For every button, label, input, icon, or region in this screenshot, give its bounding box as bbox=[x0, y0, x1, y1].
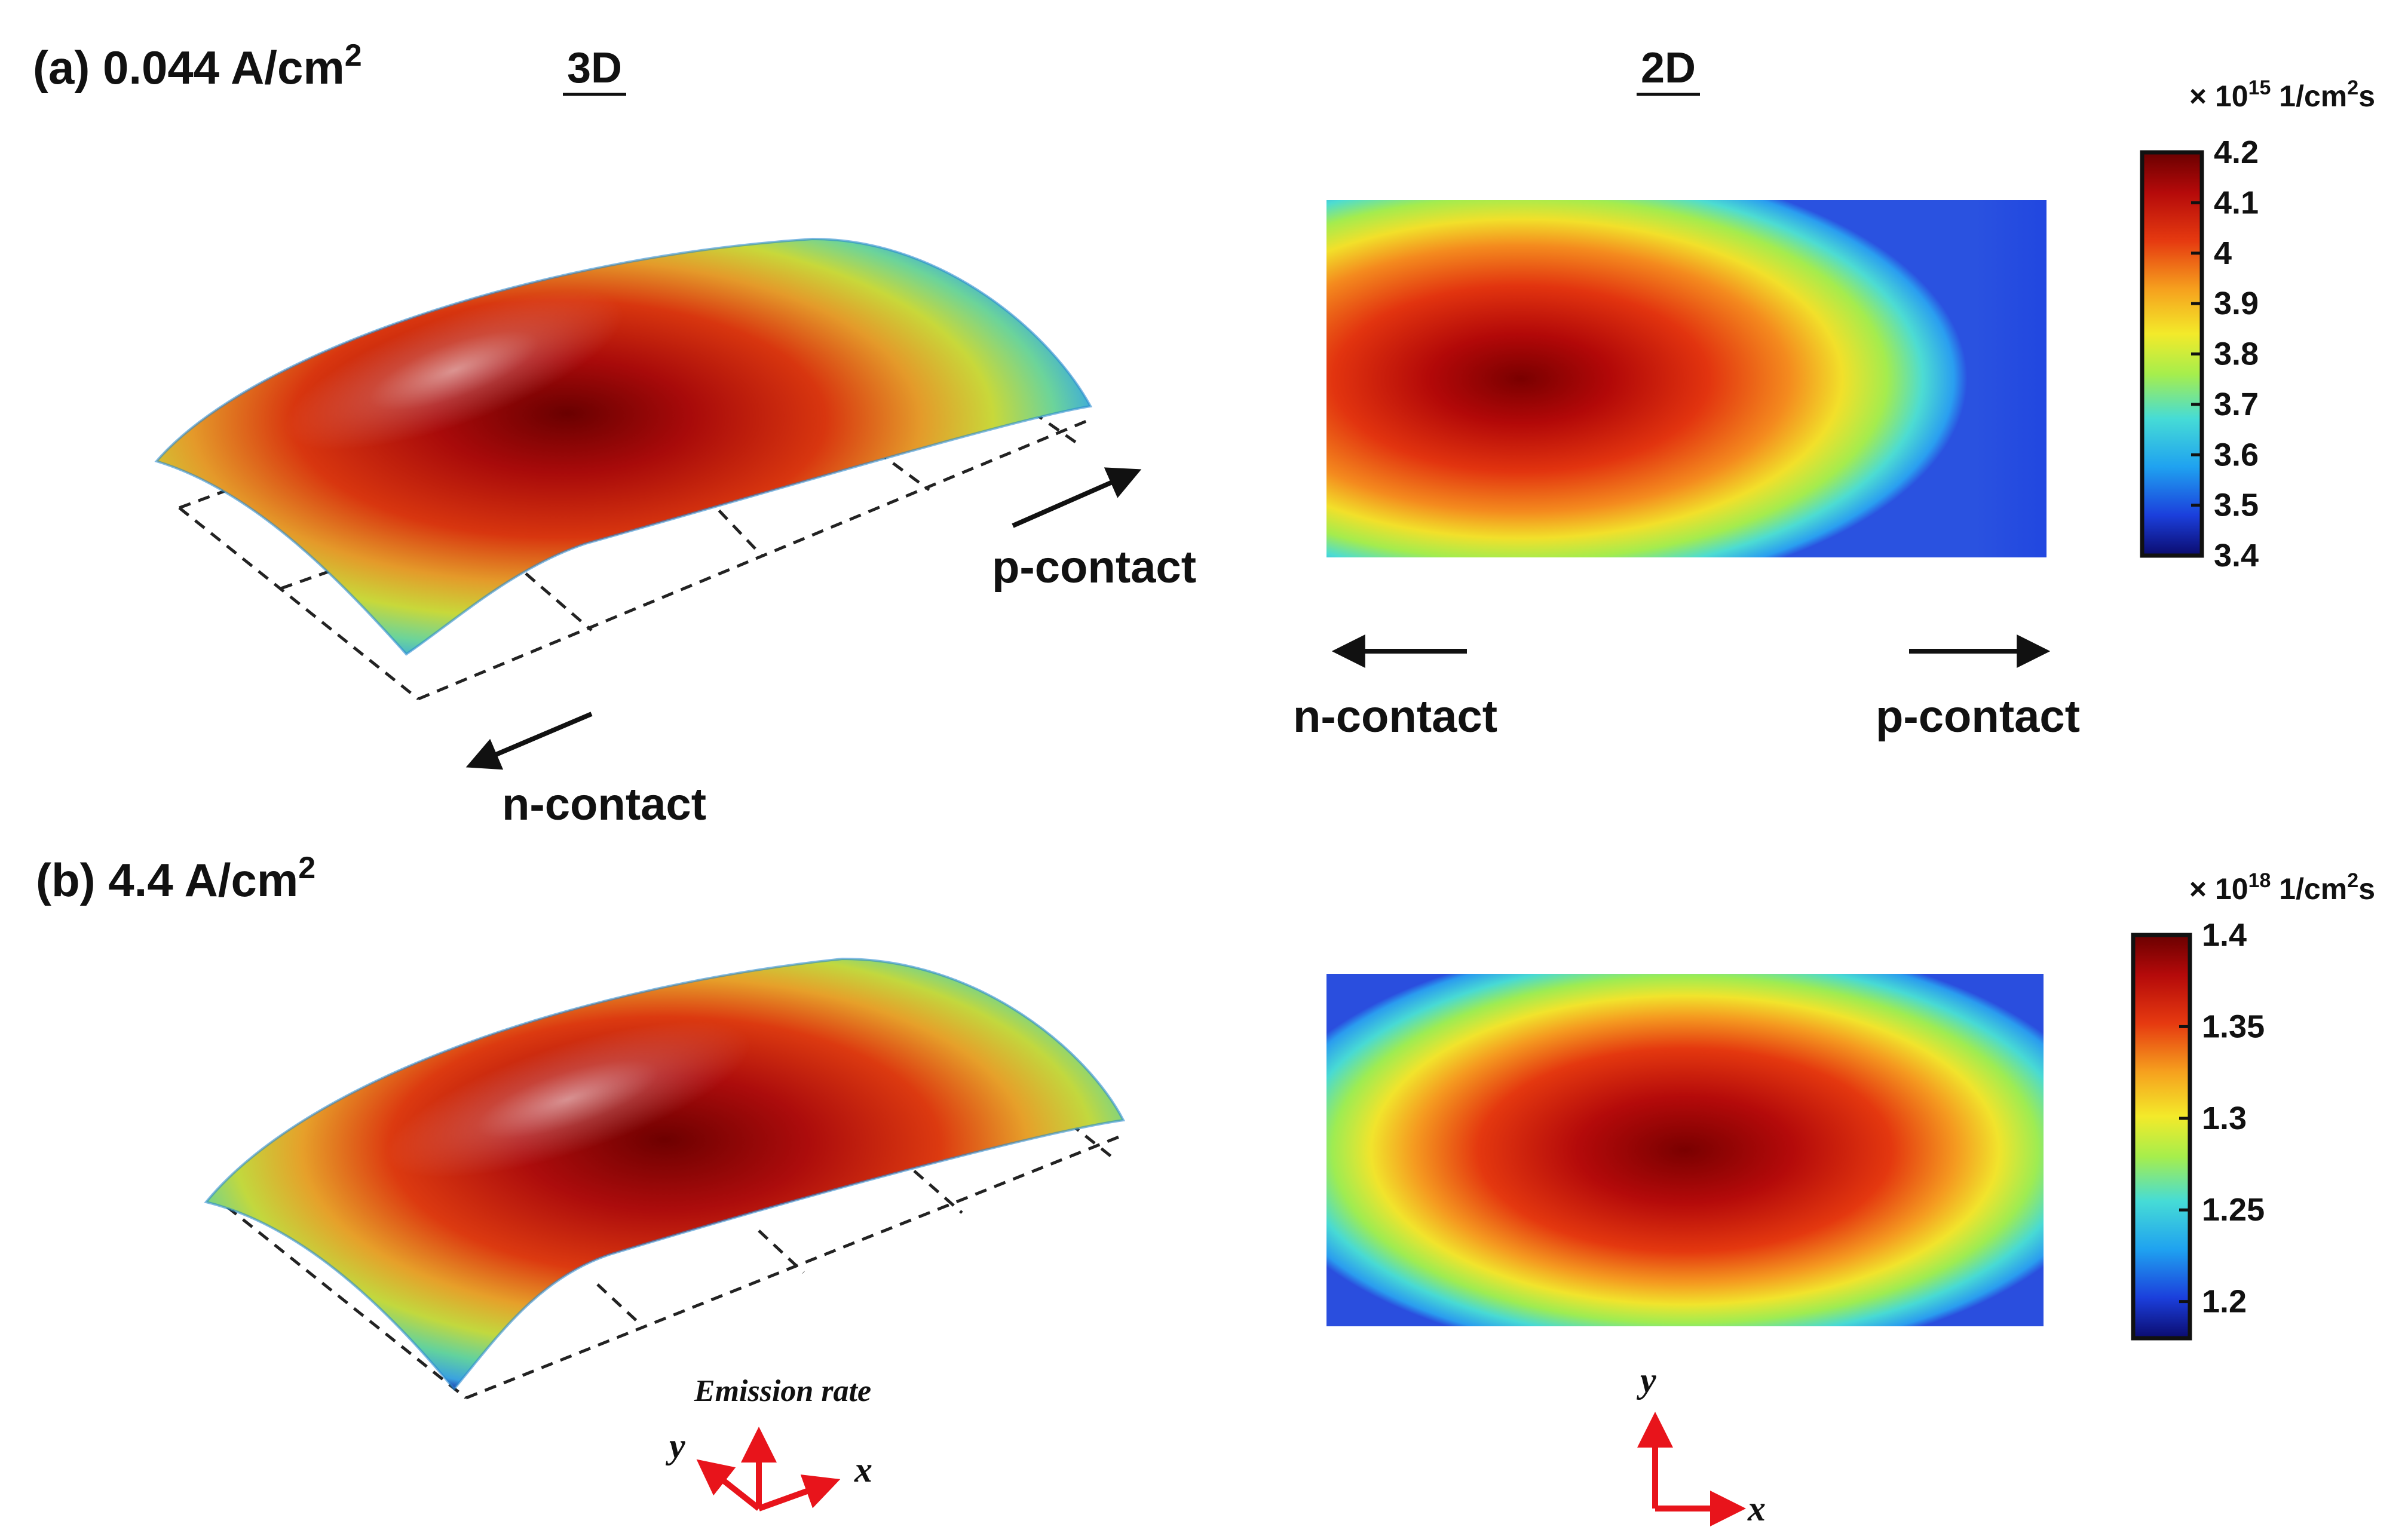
colorbar-tick-label: 3.8 bbox=[2214, 336, 2259, 372]
colorbar-b-ticks: 1.4 1.35 1.3 1.25 1.2 bbox=[2179, 917, 2265, 1320]
colorbar-b-bar bbox=[2131, 933, 2192, 1341]
map-2d-b-field bbox=[1326, 974, 2044, 1326]
colorbar-tick-label: 3.7 bbox=[2214, 387, 2259, 422]
axes-2d-x-label: x bbox=[1747, 1489, 1766, 1528]
colorbar-tick-label: 3.6 bbox=[2214, 437, 2259, 473]
surface-3d-a bbox=[154, 237, 1094, 701]
n-contact-label-3d: n-contact bbox=[502, 779, 706, 830]
axes-2d-indicator: y x bbox=[1637, 1360, 1766, 1528]
colorbar-tick-label: 3.4 bbox=[2214, 538, 2259, 574]
panel-a-label: (a) 0.044 A/cm2 bbox=[33, 38, 362, 94]
axes-3d-x-arrow bbox=[758, 1474, 841, 1511]
colorbar-tick-label: 3.9 bbox=[2214, 286, 2259, 321]
n-contact-arrow-3d bbox=[465, 712, 593, 770]
panel-b: (b) 4.4 A/cm2 × 1018 1/cm2s 1.41.351.31.… bbox=[36, 851, 2375, 1528]
axes-3d-title: Emission rate bbox=[694, 1374, 871, 1408]
surface-3d-b-highlight bbox=[385, 1021, 750, 1178]
panel-b-label: (b) 4.4 A/cm2 bbox=[36, 851, 315, 906]
surface-3d-a-body bbox=[157, 239, 1090, 654]
axes-3d-y-label: y bbox=[666, 1426, 685, 1465]
colorbar-tick-label: 4.2 bbox=[2214, 134, 2259, 170]
colorbar-a: × 1015 1/cm2s 4.2 4.1 4 3.9 3.8 3.7 3.6 3.5 3.4 bbox=[2140, 76, 2375, 574]
colorbar-tick-label: 4.1 bbox=[2214, 185, 2259, 220]
view-3d-heading: 3D bbox=[567, 44, 622, 92]
base-grid-a bbox=[178, 398, 1094, 701]
map-2d-b bbox=[1326, 974, 2044, 1326]
surface-3d-b bbox=[204, 957, 1126, 1400]
axes-3d-y-arrow bbox=[696, 1459, 761, 1511]
colorbar-tick-label: 4 bbox=[2214, 235, 2232, 271]
view-2d-heading: 2D bbox=[1641, 44, 1696, 92]
p-contact-label-2d: p-contact bbox=[1876, 691, 2080, 742]
surface-3d-a-edge bbox=[154, 237, 1093, 656]
surface-3d-b-edge bbox=[204, 957, 1126, 1391]
surface-3d-b-body bbox=[206, 959, 1123, 1389]
colorbar-tick-label: 1.3 bbox=[2202, 1100, 2247, 1136]
colorbar-tick-label: 1.4 bbox=[2202, 917, 2247, 953]
surface-3d-a-highlight bbox=[284, 291, 624, 450]
colorbar-tick-label: 3.5 bbox=[2214, 488, 2259, 523]
colorbar-a-ticks: 4.2 4.1 4 3.9 3.8 3.7 3.6 3.5 3.4 bbox=[2191, 134, 2259, 574]
panel-a: (a) 0.044 A/cm2 3D 2D p-contact bbox=[33, 38, 2375, 830]
map-2d-a-edge-shade bbox=[1326, 200, 2047, 557]
map-2d-a bbox=[1326, 200, 2047, 557]
colorbar-b-unit: × 1018 1/cm2s bbox=[2189, 869, 2375, 906]
axes-2d-y-label: y bbox=[1637, 1360, 1656, 1400]
colorbar-b: × 1018 1/cm2s 1.4 1.35 1.3 1.25 1.2 bbox=[2131, 869, 2375, 1341]
base-grid-b bbox=[226, 1122, 1124, 1400]
p-contact-arrow-3d bbox=[1012, 467, 1142, 528]
axes-3d-indicator: Emission rate y x bbox=[666, 1374, 872, 1511]
colorbar-tick-label: 1.25 bbox=[2202, 1192, 2265, 1228]
n-contact-label-2d: n-contact bbox=[1293, 691, 1497, 742]
p-contact-label-3d: p-contact bbox=[992, 542, 1196, 593]
colorbar-a-unit: × 1015 1/cm2s bbox=[2189, 76, 2375, 113]
colorbar-tick-label: 1.2 bbox=[2202, 1284, 2247, 1320]
colorbar-tick-label: 1.35 bbox=[2202, 1008, 2265, 1044]
axes-3d-x-label: x bbox=[854, 1450, 872, 1489]
